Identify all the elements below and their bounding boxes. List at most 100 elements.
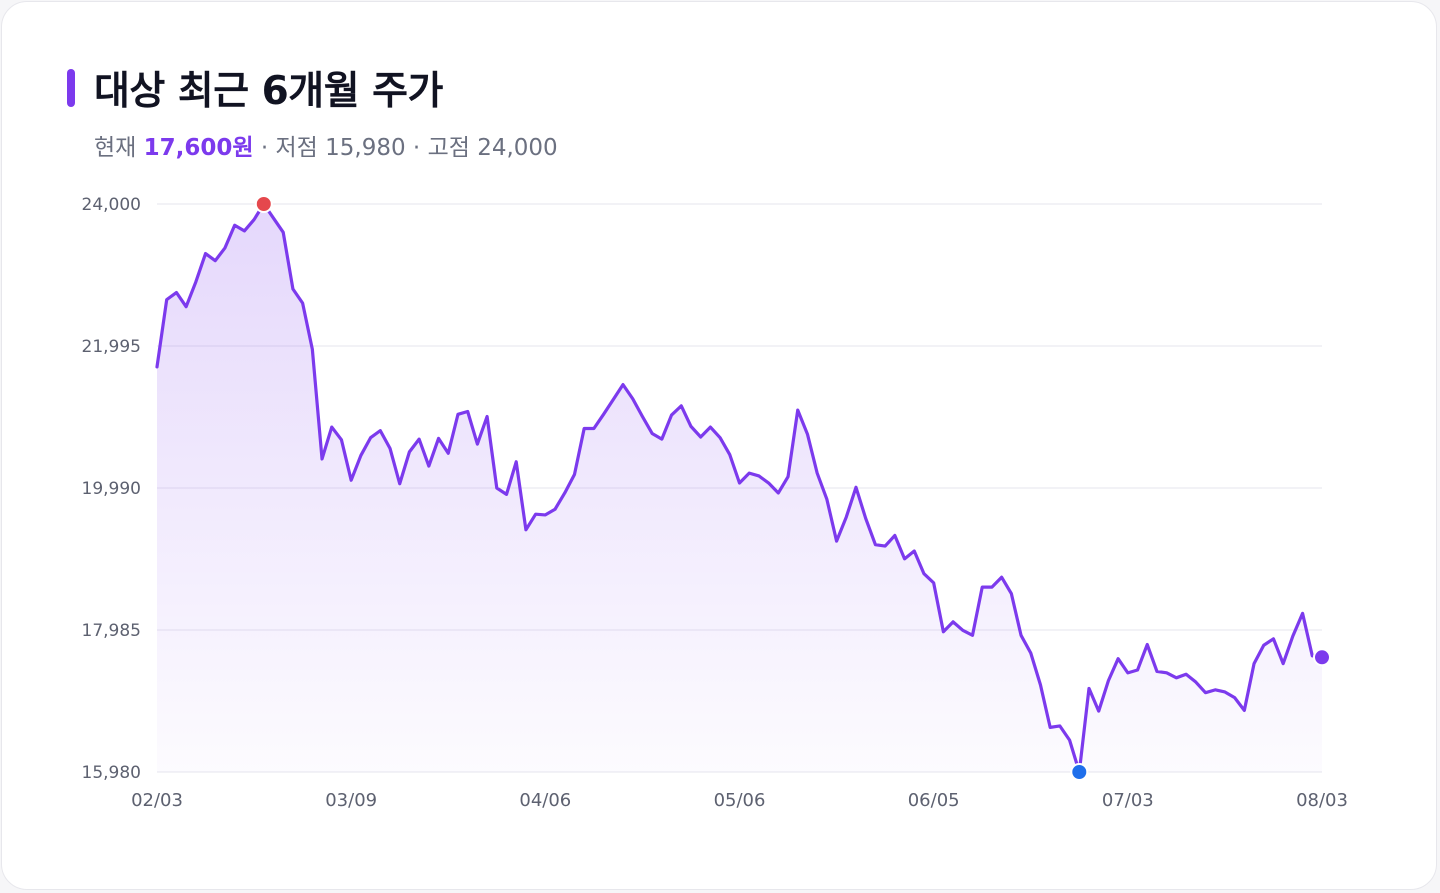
data-point [204,252,208,256]
y-tick-label: 21,995 [82,337,141,357]
data-point [456,412,460,416]
data-point [291,287,295,291]
data-point [883,544,887,548]
data-point [640,414,644,418]
data-point [407,450,411,454]
data-point [534,512,538,516]
data-point [1000,575,1004,579]
data-point [1204,691,1208,695]
data-point [835,539,839,543]
data-point [446,451,450,455]
data-point [1048,725,1052,729]
data-point [466,410,470,414]
title-accent-bar [67,69,75,107]
data-point [184,305,188,309]
y-axis-labels: 15,980 17,985 19,990 21,995 24,000 [82,195,141,783]
price-summary: 현재 17,600원 · 저점 15,980 · 고점 24,000 [94,128,558,162]
data-point [951,620,955,624]
data-point [165,298,169,302]
x-tick-label: 04/06 [519,790,571,811]
current-point-marker [1313,648,1331,667]
separator: · [253,135,276,161]
data-point [514,460,518,464]
data-point [893,533,897,537]
data-point [485,414,489,418]
data-point [738,481,742,485]
x-tick-label: 03/09 [325,790,377,811]
data-point [1126,671,1130,675]
data-point [281,230,285,234]
data-point [417,437,421,441]
data-point [650,431,654,435]
chart-title: 대상 최근 6개월 주가 [94,69,443,114]
data-point [233,223,237,227]
data-point [563,491,567,495]
data-point [1242,708,1246,712]
data-point [505,492,509,496]
data-point [912,549,916,553]
data-point [679,404,683,408]
data-point [194,280,198,284]
data-point [1233,696,1237,700]
data-point [864,516,868,520]
data-point [1106,679,1110,683]
data-point [369,436,373,440]
data-point [1223,690,1227,694]
data-point [990,585,994,589]
data-point [1252,662,1256,666]
data-point [543,513,547,517]
data-point [1087,686,1091,690]
data-point [1291,634,1295,638]
data-point [873,543,877,547]
data-point [330,425,334,429]
price-line [155,202,1324,774]
y-tick-label: 15,980 [82,763,141,783]
high-price: 24,000 [477,135,558,161]
data-point [155,365,159,369]
x-tick-label: 08/03 [1296,790,1348,811]
data-point [524,528,528,532]
data-point [553,507,557,511]
data-point [767,481,771,485]
data-point [582,427,586,431]
data-point [786,475,790,479]
data-point [854,485,858,489]
data-point [815,471,819,475]
data-point [805,432,809,436]
markers [254,195,1331,781]
data-point [475,442,479,446]
data-point [1136,668,1140,672]
data-point [1116,657,1120,661]
data-point [1301,611,1305,615]
data-point [776,491,780,495]
data-point [1213,688,1217,692]
data-point [339,438,343,442]
data-point [378,429,382,433]
data-point [621,383,625,387]
high-label: 고점 [427,135,470,161]
data-point [1019,633,1023,637]
data-point [1097,709,1101,713]
data-point [349,478,353,482]
data-point [689,424,693,428]
x-tick-label: 05/06 [714,790,766,811]
data-point [602,412,606,416]
data-point [1194,680,1198,684]
y-tick-label: 17,985 [82,621,141,641]
data-point [388,446,392,450]
data-point [592,427,596,431]
data-point [1155,669,1159,673]
data-point [174,291,178,295]
data-point [1184,672,1188,676]
x-tick-label: 07/03 [1102,790,1154,811]
separator: · [405,135,428,161]
low-point-marker [1070,763,1089,781]
current-label: 현재 [94,135,137,161]
data-point [359,453,363,457]
data-point [1068,738,1072,742]
data-point [844,515,848,519]
data-point [718,436,722,440]
data-point [252,218,256,222]
current-price: 17,600원 [143,135,254,161]
